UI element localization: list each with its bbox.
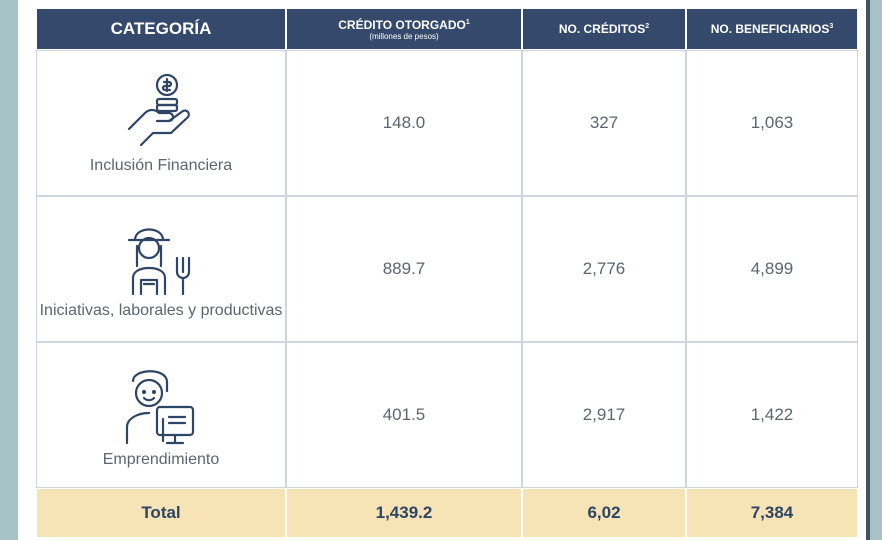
category-cell: Emprendimiento bbox=[36, 342, 286, 488]
value-cell: 4,899 bbox=[686, 196, 858, 342]
footnote-mark: 1 bbox=[465, 18, 470, 26]
total-row: Total 1,439.2 6,02 7,384 bbox=[36, 488, 858, 538]
value-cell: 889.7 bbox=[286, 196, 522, 342]
total-value: 6,02 bbox=[587, 503, 621, 522]
header-cell: NO. CRÉDITOS2 bbox=[522, 8, 686, 50]
header-subtext: (millones de pesos) bbox=[369, 31, 439, 41]
value-cell: 401.5 bbox=[286, 342, 522, 488]
total-value: 1,439.2 bbox=[375, 503, 433, 522]
table-row: Emprendimiento 401.5 2,917 1,422 bbox=[36, 342, 858, 488]
value: 889.7 bbox=[382, 259, 426, 278]
category-label: Emprendimiento bbox=[102, 451, 220, 468]
total-cell: 7,384 bbox=[686, 488, 858, 538]
header-cell: CRÉDITO OTORGADO1 (millones de pesos) bbox=[286, 8, 522, 50]
value: 2,776 bbox=[582, 259, 626, 278]
total-label: Total bbox=[141, 503, 181, 522]
icon-entrepreneur bbox=[125, 370, 195, 445]
category-cell: Iniciativas, laborales y productivas bbox=[36, 196, 286, 342]
category-cell: Inclusión Financiera bbox=[36, 50, 286, 196]
icon-hand-coin bbox=[127, 73, 190, 147]
value-cell: 148.0 bbox=[286, 50, 522, 196]
total-cell: 6,02 bbox=[522, 488, 686, 538]
value: 1,063 bbox=[750, 113, 794, 132]
total-cell: 1,439.2 bbox=[286, 488, 522, 538]
value: 401.5 bbox=[382, 405, 426, 424]
header-line: NO. BENEFICIARIOS3 bbox=[711, 22, 834, 36]
category-label: Iniciativas, laborales y productivas bbox=[39, 302, 283, 319]
value-cell: 327 bbox=[522, 50, 686, 196]
value: 327 bbox=[589, 113, 619, 132]
value: 2,917 bbox=[582, 405, 626, 424]
value: 148.0 bbox=[382, 113, 426, 132]
header-row: CATEGORÍA CRÉDITO OTORGADO1 (millones de… bbox=[36, 8, 858, 50]
value-cell: 1,422 bbox=[686, 342, 858, 488]
header-text: CRÉDITO OTORGADO bbox=[338, 17, 466, 32]
table-row: Iniciativas, laborales y productivas 889… bbox=[36, 196, 858, 342]
value: 1,422 bbox=[750, 405, 794, 424]
total-cell: Total bbox=[36, 488, 286, 538]
header-text: NO. CRÉDITOS bbox=[558, 22, 646, 36]
header-line: NO. CRÉDITOS2 bbox=[559, 22, 649, 36]
value: 4,899 bbox=[750, 259, 794, 278]
footnote-mark: 3 bbox=[829, 23, 834, 30]
table-row: Inclusión Financiera 148.0 327 1,063 bbox=[36, 50, 858, 196]
header-text: NO. BENEFICIARIOS bbox=[710, 22, 830, 36]
header-line: CRÉDITO OTORGADO1 bbox=[338, 18, 469, 32]
footnote-mark: 2 bbox=[645, 23, 650, 30]
total-value: 7,384 bbox=[750, 503, 794, 522]
header-cell: CATEGORÍA bbox=[36, 8, 286, 50]
category-label: Inclusión Financiera bbox=[89, 157, 233, 174]
value-cell: 2,917 bbox=[522, 342, 686, 488]
value-cell: 2,776 bbox=[522, 196, 686, 342]
header-cell: NO. BENEFICIARIOS3 bbox=[686, 8, 858, 50]
value-cell: 1,063 bbox=[686, 50, 858, 196]
icon-farmer bbox=[127, 228, 191, 296]
header-text: CATEGORÍA bbox=[110, 19, 212, 38]
